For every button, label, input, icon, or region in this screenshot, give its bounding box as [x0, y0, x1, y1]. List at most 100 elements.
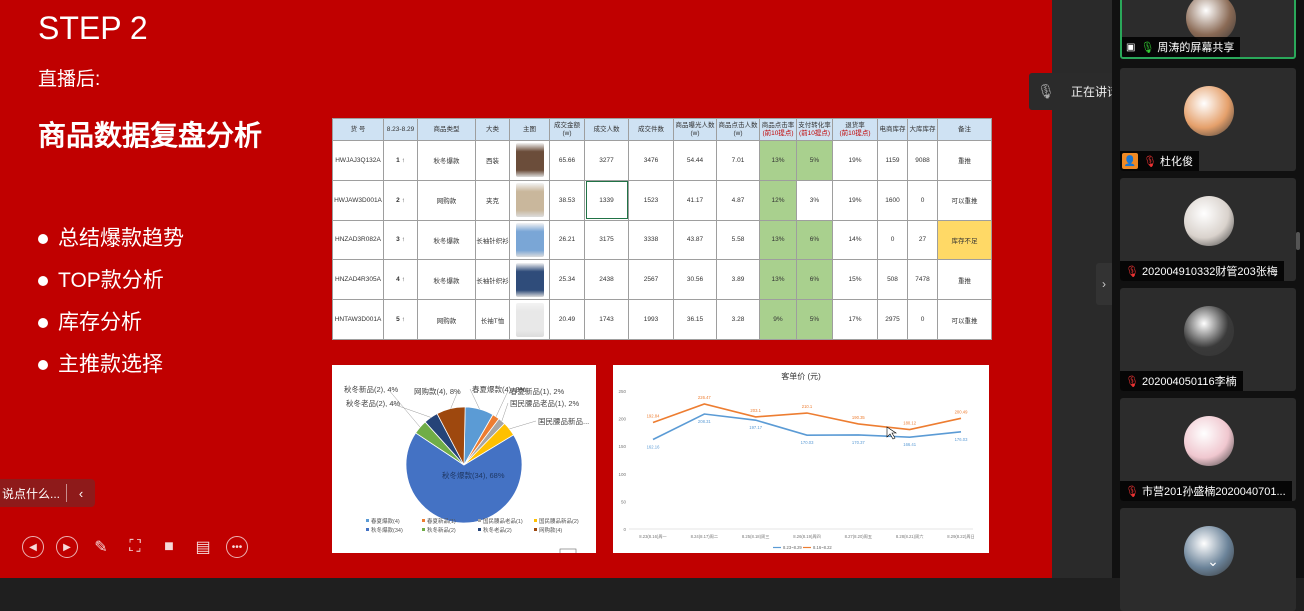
table-cell-cvr[interactable]: 6%	[796, 219, 833, 261]
table-cell-ctr[interactable]: 12%	[759, 179, 797, 221]
table-cell-category[interactable]: 长袖T恤	[475, 299, 510, 340]
table-cell-note[interactable]: 可以重推	[937, 179, 992, 221]
table-cell-buyers[interactable]: 1339	[584, 179, 629, 221]
table-cell-exposure[interactable]: 41.17	[673, 179, 717, 221]
table-cell-ctr[interactable]: 13%	[759, 259, 797, 301]
table-cell-sales[interactable]: 38.53	[549, 179, 585, 221]
table-cell-type[interactable]: 秋冬爆款	[417, 219, 476, 261]
table-cell-return[interactable]: 17%	[832, 299, 878, 340]
table-cell-pieces[interactable]: 3338	[628, 219, 674, 261]
table-cell-clicks[interactable]: 7.01	[716, 140, 760, 181]
table-header-cell: 成交件数	[628, 118, 674, 141]
table-cell-sales[interactable]: 25.34	[549, 259, 585, 301]
chart-resize-handle[interactable]	[559, 548, 577, 555]
table-cell-type[interactable]: 网购款	[417, 299, 476, 340]
participant-tile[interactable]: ▣ 🎙 周涛的屏幕共享	[1120, 0, 1296, 59]
table-cell-clicks[interactable]: 5.58	[716, 219, 760, 261]
camera-icon[interactable]: ■	[164, 538, 174, 555]
table-cell-exposure[interactable]: 36.15	[673, 299, 717, 340]
table-cell-rank[interactable]: 1 ↑	[383, 140, 418, 181]
table-cell-rank[interactable]: 5 ↑	[383, 299, 418, 340]
screenshot-icon[interactable]: ⛶	[129, 538, 141, 555]
table-cell-stock-main[interactable]: 27	[907, 219, 938, 261]
table-cell-stock-ec[interactable]: 1600	[877, 179, 908, 221]
table-cell-buyers[interactable]: 1743	[584, 299, 629, 340]
table-cell-note[interactable]: 库存不足	[937, 219, 992, 261]
table-cell-rank[interactable]: 2 ↑	[383, 179, 418, 221]
table-header-cell: 电商库存	[877, 118, 908, 141]
table-cell-sku[interactable]: HWJAJ3Q132A	[332, 140, 384, 181]
table-cell-cvr[interactable]: 6%	[796, 259, 833, 301]
chat-input-pill[interactable]: 说点什么... ‹	[0, 479, 95, 507]
pen-icon[interactable]: ✎	[94, 539, 108, 556]
table-cell-stock-ec[interactable]: 0	[877, 219, 908, 261]
table-cell-pieces[interactable]: 1993	[628, 299, 674, 340]
table-cell-sku[interactable]: HNZAD3R082A	[332, 219, 384, 261]
table-cell-clicks[interactable]: 3.28	[716, 299, 760, 340]
table-cell-return[interactable]: 15%	[832, 259, 878, 301]
table-cell-note[interactable]: 重推	[937, 140, 992, 181]
chat-separator	[66, 484, 67, 502]
participant-tile[interactable]: 🎙 202004910332财管203张梅	[1120, 178, 1296, 281]
table-cell-stock-ec[interactable]: 508	[877, 259, 908, 301]
table-cell-type[interactable]: 网购款	[417, 179, 476, 221]
table-cell-sku[interactable]: HWJAW3D001A	[332, 179, 384, 221]
table-cell-sku[interactable]: HNTAW3D001A	[332, 299, 384, 340]
table-cell-sku[interactable]: HNZAD4R305A	[332, 259, 384, 301]
table-cell-clicks[interactable]: 4.87	[716, 179, 760, 221]
table-cell-exposure[interactable]: 30.56	[673, 259, 717, 301]
product-thumbnail	[509, 259, 550, 301]
collapse-chevron-icon[interactable]: ‹	[78, 485, 84, 501]
table-cell-cvr[interactable]: 3%	[796, 179, 833, 221]
previous-slide-icon[interactable]: ◀	[22, 536, 44, 558]
table-cell-sales[interactable]: 65.66	[549, 140, 585, 181]
table-cell-buyers[interactable]: 3277	[584, 140, 629, 181]
table-cell-rank[interactable]: 3 ↑	[383, 219, 418, 261]
participant-tile[interactable]: 🎙 市营201孙盛楠2020040701...	[1120, 398, 1296, 501]
table-cell-clicks[interactable]: 3.89	[716, 259, 760, 301]
participant-tile[interactable]: 👤 🎙 杜化俊	[1120, 68, 1296, 171]
table-cell-buyers[interactable]: 3175	[584, 219, 629, 261]
table-cell-buyers[interactable]: 2438	[584, 259, 629, 301]
subtitle-icon[interactable]: ▤	[195, 539, 211, 556]
table-cell-return[interactable]: 19%	[832, 179, 878, 221]
y-tick-label: 50	[621, 499, 627, 504]
table-cell-note[interactable]: 重推	[937, 259, 992, 301]
participant-tile[interactable]: 🎙 202004050116李楠	[1120, 288, 1296, 391]
table-cell-pieces[interactable]: 2567	[628, 259, 674, 301]
table-cell-category[interactable]: 夹克	[475, 179, 510, 221]
table-cell-ctr[interactable]: 9%	[759, 299, 797, 340]
next-slide-icon[interactable]: ▶	[56, 536, 78, 558]
chat-placeholder[interactable]: 说点什么...	[2, 486, 61, 501]
table-cell-ctr[interactable]: 13%	[759, 219, 797, 261]
table-cell-category[interactable]: 长袖针织衫	[475, 219, 510, 261]
table-cell-stock-main[interactable]: 9088	[907, 140, 938, 181]
table-cell-type[interactable]: 秋冬爆款	[417, 259, 476, 301]
table-cell-rank[interactable]: 4 ↑	[383, 259, 418, 301]
more-options-icon[interactable]: •••	[226, 536, 248, 558]
table-cell-sales[interactable]: 20.49	[549, 299, 585, 340]
table-cell-note[interactable]: 可以重推	[937, 299, 992, 340]
table-cell-stock-ec[interactable]: 1159	[877, 140, 908, 181]
table-cell-exposure[interactable]: 54.44	[673, 140, 717, 181]
table-header-cell: 商品点击人数(w)	[716, 118, 760, 141]
table-cell-pieces[interactable]: 1523	[628, 179, 674, 221]
table-cell-ctr[interactable]: 13%	[759, 140, 797, 181]
table-cell-stock-main[interactable]: 0	[907, 179, 938, 221]
gallery-scrollbar[interactable]	[1296, 232, 1300, 250]
table-cell-cvr[interactable]: 5%	[796, 140, 833, 181]
table-cell-stock-main[interactable]: 7478	[907, 259, 938, 301]
gallery-toggle-chevron-icon[interactable]: ›	[1096, 263, 1112, 305]
table-cell-return[interactable]: 19%	[832, 140, 878, 181]
table-cell-category[interactable]: 西装	[475, 140, 510, 181]
table-cell-stock-ec[interactable]: 2975	[877, 299, 908, 340]
table-cell-stock-main[interactable]: 0	[907, 299, 938, 340]
table-cell-pieces[interactable]: 3476	[628, 140, 674, 181]
table-cell-cvr[interactable]: 5%	[796, 299, 833, 340]
table-cell-return[interactable]: 14%	[832, 219, 878, 261]
scroll-down-chevron-icon[interactable]: ⌄	[1207, 553, 1219, 569]
table-cell-sales[interactable]: 26.21	[549, 219, 585, 261]
table-cell-category[interactable]: 长袖针织衫	[475, 259, 510, 301]
table-cell-exposure[interactable]: 43.87	[673, 219, 717, 261]
table-cell-type[interactable]: 秋冬爆款	[417, 140, 476, 181]
